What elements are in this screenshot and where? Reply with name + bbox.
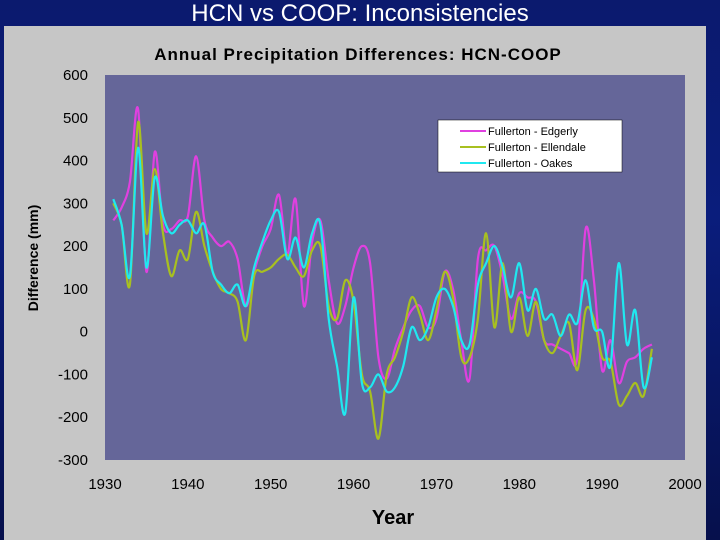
x-tick-label: 2000 bbox=[668, 476, 701, 493]
chart-title: Annual Precipitation Differences: HCN-CO… bbox=[154, 45, 562, 64]
y-tick-label: 0 bbox=[80, 324, 88, 341]
series-line-2 bbox=[112, 120, 653, 440]
x-tick-label: 1960 bbox=[337, 476, 370, 493]
y-tick-label: -200 bbox=[58, 409, 88, 426]
y-tick-label: 200 bbox=[63, 238, 88, 255]
x-tick-label: 1990 bbox=[585, 476, 618, 493]
x-tick-label: 1980 bbox=[503, 476, 536, 493]
slide-title: HCN vs COOP: Inconsistencies bbox=[191, 0, 529, 27]
y-tick-label: 600 bbox=[63, 67, 88, 84]
x-axis-title: Year bbox=[372, 507, 414, 529]
y-tick-label: -300 bbox=[58, 452, 88, 469]
x-tick-label: 1970 bbox=[420, 476, 453, 493]
series-line-1 bbox=[112, 106, 653, 385]
legend-label: Fullerton - Edgerly bbox=[488, 126, 578, 138]
y-tick-label: 500 bbox=[63, 110, 88, 127]
y-tick-label: 100 bbox=[63, 281, 88, 298]
x-tick-label: 1950 bbox=[254, 476, 287, 493]
x-axis-ticks: 1930 1940 1950 1960 1970 1980 1990 2000 bbox=[88, 476, 701, 493]
series-lines bbox=[112, 106, 653, 440]
y-tick-label: -100 bbox=[58, 366, 88, 383]
x-tick-label: 1940 bbox=[171, 476, 204, 493]
legend-label: Fullerton - Ellendale bbox=[488, 142, 586, 154]
y-axis-ticks: -300 -200 -100 0 100 200 300 400 500 600 bbox=[58, 67, 88, 469]
y-tick-label: 300 bbox=[63, 195, 88, 212]
series-line-3 bbox=[112, 146, 653, 416]
x-tick-label: 1930 bbox=[88, 476, 121, 493]
legend-label: Fullerton - Oakes bbox=[488, 158, 573, 170]
y-axis-title: Difference (mm) bbox=[25, 205, 41, 312]
y-tick-label: 400 bbox=[63, 153, 88, 170]
legend: Fullerton - Edgerly Fullerton - Ellendale… bbox=[437, 119, 623, 173]
